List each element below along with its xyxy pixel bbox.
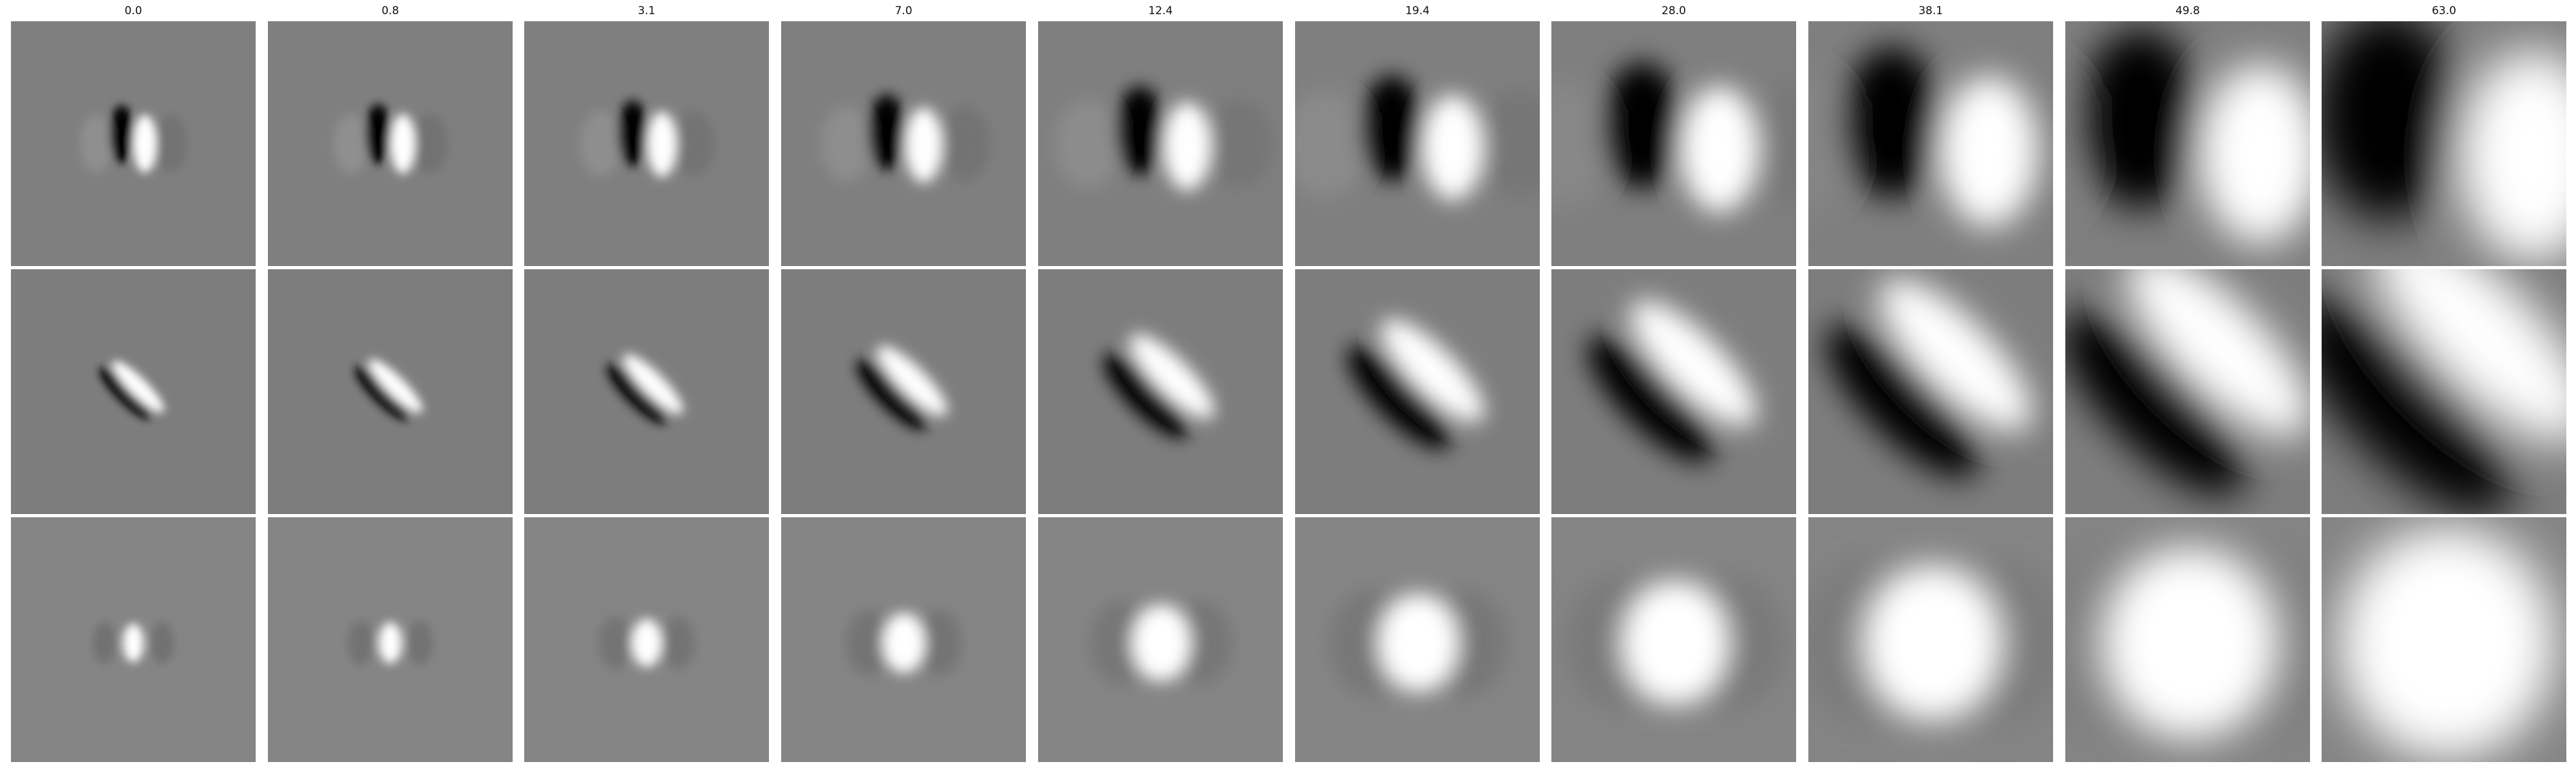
filter-panel-vertical-edge	[1038, 21, 1283, 266]
filter-panel-vertical-edge	[268, 21, 513, 266]
filter-panel-center-blob	[1551, 517, 1796, 762]
column-title: 7.0	[895, 5, 913, 17]
column-title: 38.1	[1918, 5, 1943, 17]
column-title: 28.0	[1662, 5, 1686, 17]
filter-panel-diagonal-edge	[1808, 269, 2053, 514]
filter-panel-vertical-edge	[781, 21, 1026, 266]
filter-panel-center-blob	[524, 517, 769, 762]
filter-panel-vertical-edge	[1295, 21, 1540, 266]
filter-panel-center-blob	[781, 517, 1026, 762]
filter-panel-vertical-edge	[2065, 21, 2310, 266]
filter-panel-vertical-edge	[2322, 21, 2566, 266]
filter-panel-vertical-edge	[524, 21, 769, 266]
filter-panel-vertical-edge	[1551, 21, 1796, 266]
filter-panel-center-blob	[268, 517, 513, 762]
column-title: 0.8	[381, 5, 399, 17]
column-title: 0.0	[124, 5, 142, 17]
filter-panel-diagonal-edge	[1551, 269, 1796, 514]
filter-panel-diagonal-edge	[524, 269, 769, 514]
column-title: 3.1	[638, 5, 656, 17]
filter-panel-center-blob	[1808, 517, 2053, 762]
filter-panel-vertical-edge	[1808, 21, 2053, 266]
filter-panel-diagonal-edge	[11, 269, 256, 514]
filter-panel-center-blob	[11, 517, 256, 762]
filter-panel-center-blob	[2065, 517, 2310, 762]
filter-panel-center-blob	[2322, 517, 2566, 762]
column-title: 63.0	[2432, 5, 2456, 17]
filter-panel-center-blob	[1295, 517, 1540, 762]
filter-panel-diagonal-edge	[268, 269, 513, 514]
filter-panel-diagonal-edge	[1038, 269, 1283, 514]
column-title: 12.4	[1148, 5, 1173, 17]
column-title: 19.4	[1405, 5, 1430, 17]
filter-panel-diagonal-edge	[781, 269, 1026, 514]
filter-panel-diagonal-edge	[2065, 269, 2310, 514]
filter-panel-diagonal-edge	[1295, 269, 1540, 514]
column-title: 49.8	[2175, 5, 2200, 17]
filter-panel-diagonal-edge	[2322, 269, 2566, 514]
filter-panel-center-blob	[1038, 517, 1283, 762]
filter-panel-vertical-edge	[11, 21, 256, 266]
